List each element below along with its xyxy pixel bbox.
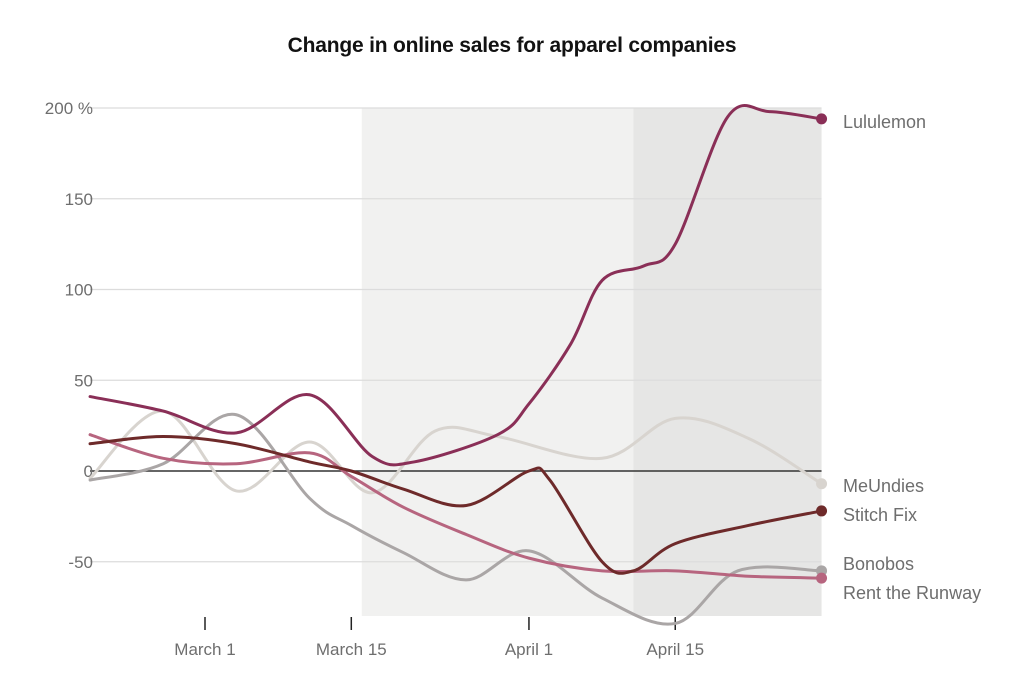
x-tick-label: April 15	[646, 640, 704, 659]
end-marker-lululemon	[816, 113, 828, 125]
y-tick-label: 100	[65, 281, 93, 300]
series-lines	[88, 104, 828, 626]
series-line-lululemon	[88, 104, 824, 467]
x-tick-label: March 1	[174, 640, 235, 659]
series-line-stitch-fix	[88, 435, 824, 575]
y-tick-label: 150	[65, 190, 93, 209]
legend-label-stitch-fix: Stitch Fix	[843, 505, 917, 525]
y-tick-label: 200 %	[45, 99, 93, 118]
legend-label-bonobos: Bonobos	[843, 554, 914, 574]
series-line-meundies	[88, 409, 824, 495]
y-tick-label: -50	[68, 553, 93, 572]
shaded-period-1	[633, 108, 822, 616]
end-marker-stitch-fix	[816, 505, 828, 517]
shaded-periods	[361, 108, 822, 616]
x-axis: March 1 March 15 April 1 April 15	[174, 617, 704, 659]
x-tick-label: March 15	[316, 640, 387, 659]
legend-label-rent-the-runway: Rent the Runway	[843, 583, 981, 603]
series-line-rent-the-runway	[88, 433, 824, 580]
end-marker-rent-the-runway	[816, 572, 828, 584]
y-tick-label: 0	[84, 462, 93, 481]
y-axis: 200 % 150 100 50 0 -50	[45, 99, 93, 572]
x-tick-label: April 1	[505, 640, 553, 659]
gridlines	[90, 107, 822, 563]
series-line-bonobos	[88, 412, 824, 626]
y-tick-label: 50	[74, 371, 93, 390]
chart-title: Change in online sales for apparel compa…	[287, 34, 737, 57]
legend-label-lululemon: Lululemon	[843, 112, 926, 132]
legend-label-meundies: MeUndies	[843, 476, 924, 496]
legend: MeUndies Bonobos Rent the Runway Stitch Fix…	[843, 112, 981, 603]
end-marker-meundies	[816, 478, 828, 490]
